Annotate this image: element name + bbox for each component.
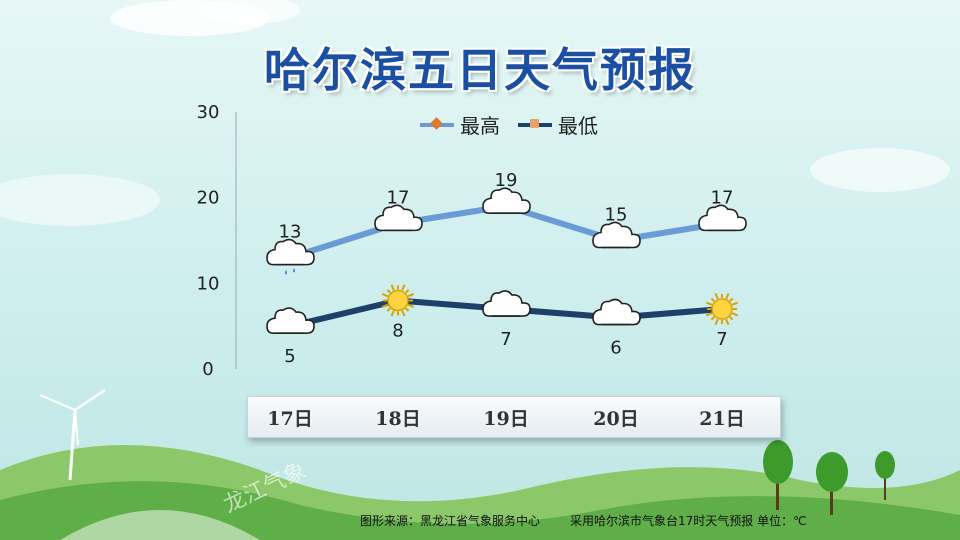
sun-icon xyxy=(705,292,739,326)
high-temp-label: 19 xyxy=(495,170,518,191)
date-label: 17日 xyxy=(267,408,313,430)
y-tick-label: 30 xyxy=(197,102,220,123)
legend-high-swatch xyxy=(420,116,454,130)
page-title: 哈尔滨五日天气预报 xyxy=(264,43,696,97)
legend-low-swatch xyxy=(518,118,552,128)
footer-source: 图形来源：黑龙江省气象服务中心 xyxy=(360,514,541,528)
y-tick-label: 10 xyxy=(197,273,220,294)
date-label: 20日 xyxy=(593,408,639,430)
high-temp-label: 15 xyxy=(605,205,628,226)
chart-legend: 最高 最低 xyxy=(420,110,616,139)
high-temp-label: 17 xyxy=(711,187,734,208)
high-temp-label: 13 xyxy=(279,222,302,243)
y-tick-label: 20 xyxy=(197,188,220,209)
date-label: 18日 xyxy=(375,408,421,430)
y-tick-label: 0 xyxy=(202,359,213,380)
raindrop-icon xyxy=(293,267,295,273)
high-temp-label: 17 xyxy=(387,187,410,208)
date-label: 21日 xyxy=(699,408,745,430)
low-temp-label: 7 xyxy=(716,329,727,350)
low-temp-label: 7 xyxy=(500,329,511,350)
low-temp-label: 6 xyxy=(610,338,621,359)
legend-low-label: 最低 xyxy=(558,114,598,138)
low-temp-label: 8 xyxy=(392,320,403,341)
legend-high-label: 最高 xyxy=(460,114,500,138)
cloud-icon xyxy=(374,204,423,232)
date-axis-bar: 17日 18日 19日 20日 21日 xyxy=(247,396,781,438)
footer: 图形来源：黑龙江省气象服务中心 采用哈尔滨市气象台17时天气预报 单位：℃ xyxy=(360,512,807,529)
footer-note: 采用哈尔滨市气象台17时天气预报 单位：℃ xyxy=(570,514,807,528)
legend-item-high: 最高 xyxy=(420,110,500,139)
rain-cloud-icon xyxy=(266,238,315,266)
cloud-icon xyxy=(482,187,531,215)
cloud-icon xyxy=(698,204,747,232)
cloud-icon xyxy=(482,290,531,317)
date-label: 19日 xyxy=(483,408,529,430)
raindrop-icon xyxy=(285,269,287,275)
cloud-icon xyxy=(592,221,641,249)
sun-icon xyxy=(381,284,415,317)
cloud-icon xyxy=(266,307,315,334)
low-temp-label: 5 xyxy=(284,346,295,367)
cloud-icon xyxy=(592,298,641,326)
legend-item-low: 最低 xyxy=(518,110,598,139)
